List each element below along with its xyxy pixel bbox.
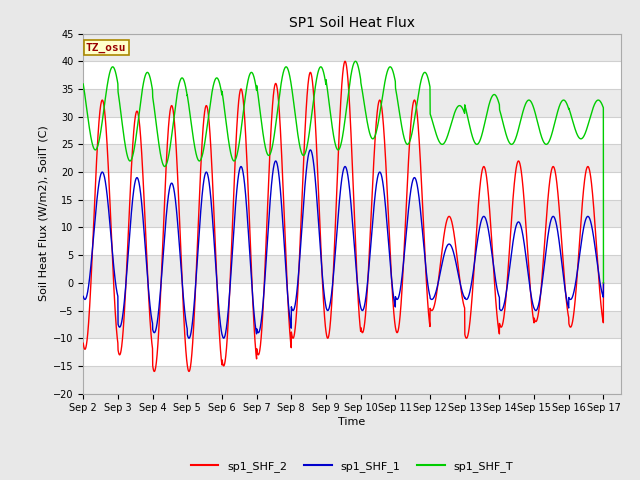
Bar bbox=[83, 61, 621, 89]
sp1_SHF_1 bbox=[174, 221, 182, 227]
sp1_SHF_2 bbox=[418, 185, 426, 191]
sp1_SHF_T bbox=[418, 75, 426, 81]
sp1_SHF_1 bbox=[392, 294, 399, 300]
Bar bbox=[83, 311, 621, 338]
sp1_SHF_2 bbox=[174, 177, 182, 183]
sp1_SHF_2 bbox=[600, 280, 607, 286]
sp1_SHF_T bbox=[174, 88, 182, 94]
sp1_SHF_1 bbox=[278, 209, 286, 215]
Text: TZ_osu: TZ_osu bbox=[86, 43, 126, 53]
sp1_SHF_2 bbox=[278, 162, 286, 168]
Bar bbox=[83, 34, 621, 61]
sp1_SHF_T bbox=[508, 142, 515, 147]
sp1_SHF_2 bbox=[392, 324, 399, 330]
X-axis label: Time: Time bbox=[339, 418, 365, 428]
sp1_SHF_T bbox=[79, 81, 87, 87]
sp1_SHF_T bbox=[351, 59, 359, 64]
Legend: sp1_SHF_2, sp1_SHF_1, sp1_SHF_T: sp1_SHF_2, sp1_SHF_1, sp1_SHF_T bbox=[186, 457, 518, 477]
Line: sp1_SHF_1: sp1_SHF_1 bbox=[83, 150, 604, 338]
sp1_SHF_1 bbox=[508, 253, 515, 259]
Bar bbox=[83, 283, 621, 311]
Bar bbox=[83, 255, 621, 283]
sp1_SHF_2 bbox=[508, 221, 515, 227]
sp1_SHF_T bbox=[392, 79, 399, 84]
sp1_SHF_2 bbox=[468, 300, 476, 306]
sp1_SHF_1 bbox=[600, 280, 607, 286]
Bar bbox=[83, 117, 621, 144]
Title: SP1 Soil Heat Flux: SP1 Soil Heat Flux bbox=[289, 16, 415, 30]
sp1_SHF_T bbox=[278, 76, 286, 82]
sp1_SHF_T bbox=[600, 280, 607, 286]
Bar bbox=[83, 366, 621, 394]
Bar bbox=[83, 228, 621, 255]
Line: sp1_SHF_2: sp1_SHF_2 bbox=[83, 61, 604, 372]
sp1_SHF_1 bbox=[220, 336, 228, 341]
sp1_SHF_1 bbox=[79, 293, 87, 299]
sp1_SHF_2 bbox=[79, 340, 87, 346]
Y-axis label: Soil Heat Flux (W/m2), SoilT (C): Soil Heat Flux (W/m2), SoilT (C) bbox=[39, 126, 49, 301]
sp1_SHF_1 bbox=[418, 221, 426, 227]
Bar bbox=[83, 200, 621, 228]
Bar bbox=[83, 172, 621, 200]
Bar bbox=[83, 144, 621, 172]
Line: sp1_SHF_T: sp1_SHF_T bbox=[83, 61, 604, 283]
sp1_SHF_1 bbox=[307, 147, 314, 153]
sp1_SHF_2 bbox=[150, 369, 158, 374]
Bar bbox=[83, 89, 621, 117]
Bar bbox=[83, 338, 621, 366]
sp1_SHF_2 bbox=[341, 59, 349, 64]
sp1_SHF_1 bbox=[468, 280, 476, 286]
sp1_SHF_T bbox=[468, 131, 476, 136]
